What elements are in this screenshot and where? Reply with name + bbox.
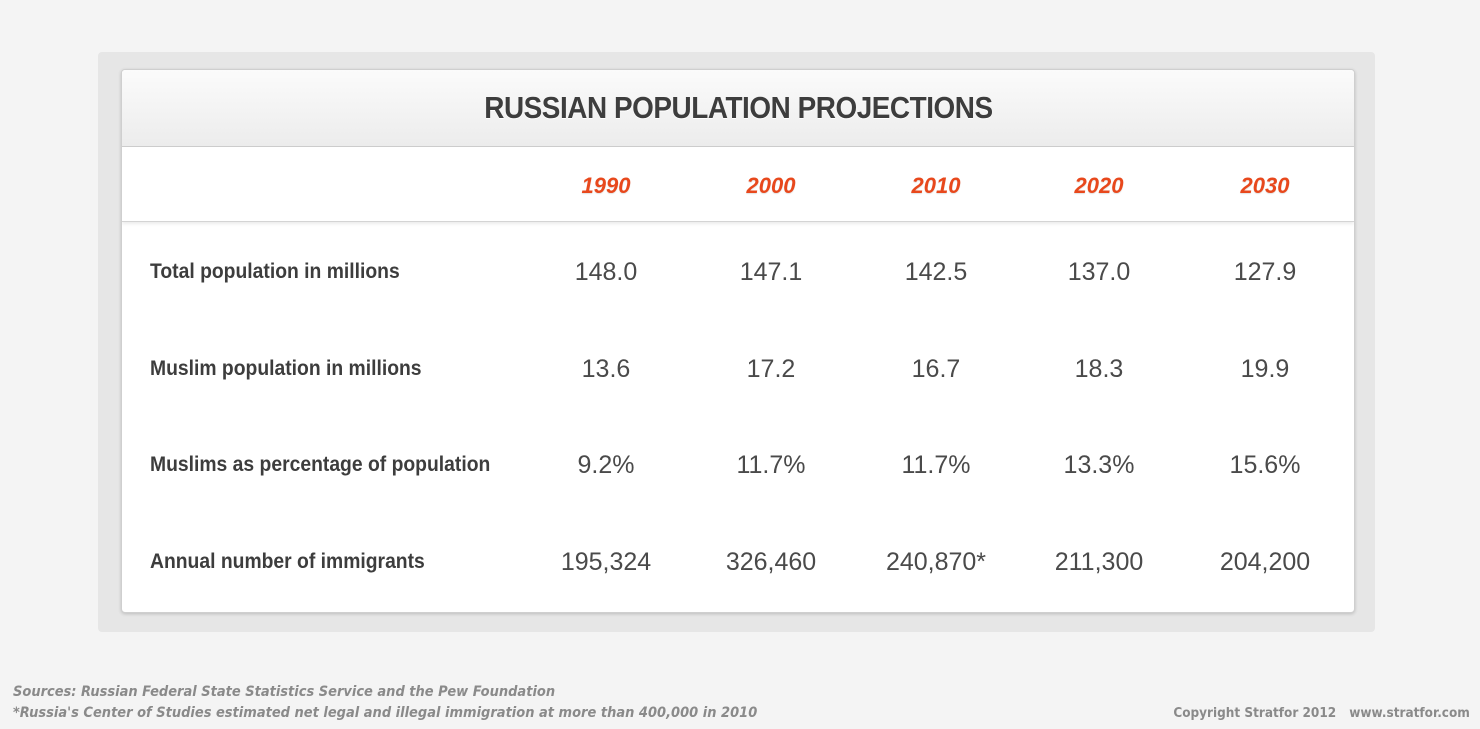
cell-total-1990: 148.0 — [574, 258, 638, 286]
table-card: RUSSIAN POPULATION PROJECTIONS 1990 2000… — [121, 69, 1355, 613]
cell-muslim-2020: 18.3 — [1074, 355, 1124, 383]
footer-credits: Copyright Stratfor 2012 www.stratfor.com — [1173, 706, 1470, 721]
copyright-text: Copyright Stratfor 2012 — [1173, 706, 1337, 721]
cell-total-2020: 137.0 — [1067, 258, 1131, 286]
row-label: Muslim population in millions — [150, 357, 422, 380]
cell-total-2030: 127.9 — [1233, 258, 1297, 286]
year-header-2000: 2000 — [746, 173, 796, 198]
cell-immigrants-2020: 211,300 — [1054, 548, 1144, 576]
table-row-immigrants: Annual number of immigrants 195,324 326,… — [122, 534, 1354, 594]
title-bar: RUSSIAN POPULATION PROJECTIONS — [122, 70, 1354, 147]
cell-immigrants-2010: 240,870* — [885, 548, 987, 576]
cell-immigrants-2000: 326,460 — [725, 548, 817, 576]
table-row-muslim-percentage: Muslims as percentage of population 9.2%… — [122, 437, 1354, 497]
year-header-1990: 1990 — [581, 173, 631, 198]
chart-title: RUSSIAN POPULATION PROJECTIONS — [483, 90, 993, 125]
year-header-2010: 2010 — [911, 173, 961, 198]
cell-muslim-2010: 16.7 — [911, 355, 961, 383]
cell-muslim-2000: 17.2 — [746, 355, 796, 383]
cell-total-2010: 142.5 — [904, 258, 968, 286]
cell-percent-2020: 13.3% — [1063, 451, 1135, 479]
website-link[interactable]: www.stratfor.com — [1349, 706, 1470, 721]
cell-percent-2000: 11.7% — [736, 451, 806, 479]
table-row-muslim-population: Muslim population in millions 13.6 17.2 … — [122, 341, 1354, 401]
row-label: Total population in millions — [150, 260, 400, 283]
cell-percent-2010: 11.7% — [901, 451, 971, 479]
table-row-total-population: Total population in millions 148.0 147.1… — [122, 244, 1354, 304]
cell-total-2000: 147.1 — [739, 258, 803, 286]
year-header-2020: 2020 — [1074, 173, 1124, 198]
footnote-text: *Russia's Center of Studies estimated ne… — [13, 705, 758, 721]
year-header-2030: 2030 — [1240, 173, 1290, 198]
footer-notes: Sources: Russian Federal State Statistic… — [13, 682, 813, 724]
row-label: Annual number of immigrants — [150, 550, 425, 573]
cell-percent-2030: 15.6% — [1229, 451, 1301, 479]
cell-immigrants-2030: 204,200 — [1219, 548, 1311, 576]
sources-text: Sources: Russian Federal State Statistic… — [13, 684, 556, 700]
cell-immigrants-1990: 195,324 — [560, 548, 652, 576]
cell-muslim-2030: 19.9 — [1240, 355, 1290, 383]
cell-percent-1990: 9.2% — [577, 451, 635, 479]
row-label: Muslims as percentage of population — [150, 453, 491, 476]
cell-muslim-1990: 13.6 — [581, 355, 631, 383]
year-header-row: 1990 2000 2010 2020 2030 — [122, 147, 1354, 222]
